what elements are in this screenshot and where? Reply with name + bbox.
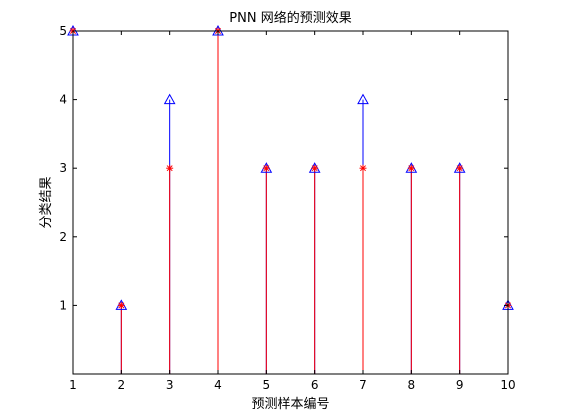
y-tick-label: 1 [59, 298, 67, 312]
x-tick-label: 8 [408, 378, 416, 392]
x-tick-label: 1 [69, 378, 77, 392]
marker-star [360, 165, 367, 172]
y-axis-label: 分类结果 [39, 176, 54, 228]
x-tick-label: 10 [500, 378, 515, 392]
x-axis-label: 预测样本编号 [251, 397, 329, 412]
marker-star [118, 302, 125, 309]
x-tick-label: 6 [311, 378, 319, 392]
marker-star [263, 165, 270, 172]
marker-star [456, 165, 463, 172]
y-tick-label: 2 [59, 230, 67, 244]
marker-star [311, 165, 318, 172]
y-tick-label: 5 [59, 24, 67, 38]
marker-star [166, 165, 173, 172]
x-tick-label: 9 [456, 378, 464, 392]
marker-star [408, 165, 415, 172]
x-tick-label: 5 [263, 378, 271, 392]
y-tick-label: 3 [59, 161, 67, 175]
chart-title: PNN 网络的预测效果 [229, 10, 351, 26]
x-tick-label: 2 [118, 378, 126, 392]
x-tick-label: 3 [166, 378, 174, 392]
y-tick-label: 4 [59, 93, 67, 107]
x-tick-label: 7 [359, 378, 367, 392]
x-tick-label: 4 [214, 378, 222, 392]
plot-area [73, 31, 508, 374]
